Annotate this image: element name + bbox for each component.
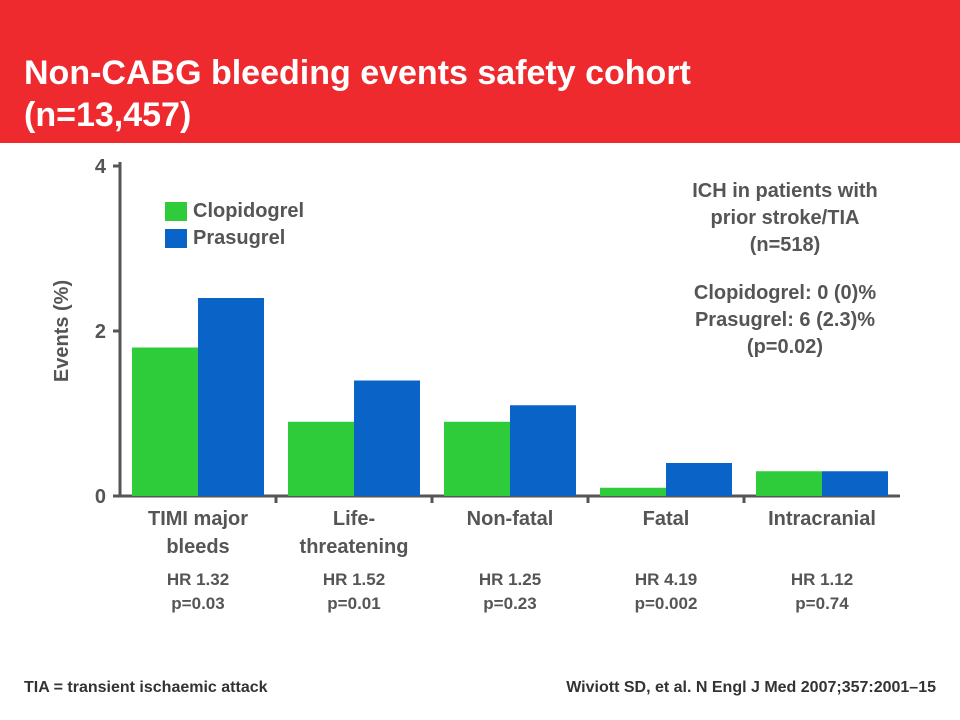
y-axis-title: Events (%) (51, 280, 73, 382)
x-category-label: Non-fatal (467, 508, 554, 530)
annotation-line: Prasugrel: 6 (2.3)% (694, 309, 876, 331)
category-stat-label: HR 1.32 (167, 570, 229, 589)
annotation-line: prior stroke/TIA (710, 207, 860, 229)
slide-title: Non-CABG bleeding events safety cohort (… (24, 52, 944, 136)
bar-clopidogrel-2 (444, 421, 510, 496)
legend-swatch-prasugrel (165, 229, 187, 248)
category-stat-label: p=0.03 (171, 594, 224, 613)
category-stat-label: HR 1.25 (479, 570, 541, 589)
category-stat-label: HR 1.52 (323, 570, 385, 589)
annotation-line: ICH in patients with (692, 180, 878, 202)
legend-item-prasugrel: Prasugrel (165, 225, 304, 252)
y-tick-label: 4 (95, 156, 107, 178)
legend-label-clopidogrel: Clopidogrel (193, 200, 305, 222)
category-stat-label: p=0.002 (635, 594, 698, 613)
x-category-label: Intracranial (768, 508, 876, 530)
legend-swatch-clopidogrel (165, 202, 187, 221)
category-stat-label: HR 4.19 (635, 570, 697, 589)
x-category-label: bleeds (166, 536, 229, 558)
x-category-label: threatening (300, 536, 409, 558)
annotation-line: (p=0.02) (746, 336, 824, 358)
bar-clopidogrel-3 (600, 487, 666, 496)
legend-item-clopidogrel: Clopidogrel (165, 198, 304, 225)
annotation-line: (n=518) (749, 234, 821, 256)
y-tick-label: 2 (95, 321, 106, 343)
footnote: TIA = transient ischaemic attack (24, 679, 268, 696)
bar-clopidogrel-1 (288, 421, 354, 496)
bar-prasugrel-0 (198, 298, 264, 496)
x-category-label: Fatal (643, 508, 690, 530)
slide-title-line-2: (n=13,457) (24, 96, 192, 134)
category-stat-label: p=0.74 (795, 594, 849, 613)
category-stat-label: HR 1.12 (791, 570, 853, 589)
title-banner (0, 0, 960, 143)
y-tick-label: 0 (95, 486, 106, 508)
category-stat-label: p=0.01 (327, 594, 380, 613)
x-category-label: Life- (333, 508, 375, 530)
citation: Wiviott SD, et al. N Engl J Med 2007;357… (566, 679, 936, 696)
slide-title-line-1: Non-CABG bleeding events safety cohort (24, 54, 691, 92)
bar-prasugrel-4 (822, 471, 888, 496)
chart-legend: Clopidogrel Prasugrel (165, 198, 304, 252)
ich-annotation-header: ICH in patients with prior stroke/TIA (n… (620, 178, 950, 259)
annotation-line: Clopidogrel: 0 (0)% (693, 282, 877, 304)
bar-prasugrel-1 (354, 380, 420, 496)
bar-clopidogrel-4 (756, 471, 822, 496)
legend-label-prasugrel: Prasugrel (193, 227, 286, 249)
category-stat-label: p=0.23 (483, 594, 536, 613)
bar-prasugrel-2 (510, 405, 576, 496)
bar-clopidogrel-0 (132, 347, 198, 496)
x-category-label: TIMI major (148, 508, 248, 530)
ich-annotation-results: Clopidogrel: 0 (0)% Prasugrel: 6 (2.3)% … (620, 280, 950, 361)
bar-prasugrel-3 (666, 463, 732, 496)
